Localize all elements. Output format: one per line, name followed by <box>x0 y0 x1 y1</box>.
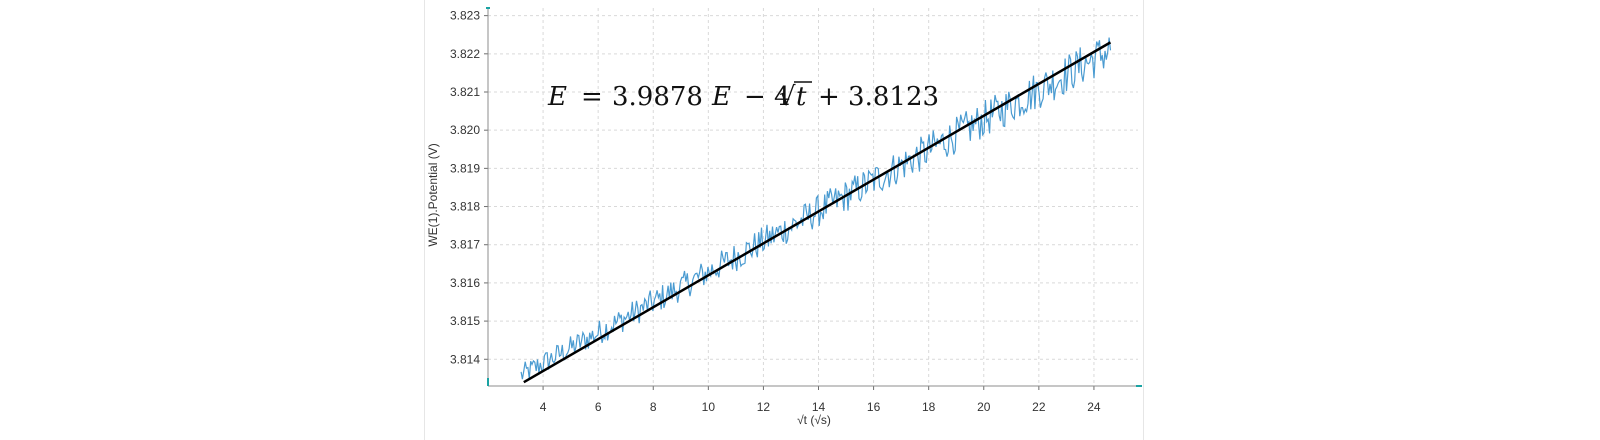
x-tick-label: 20 <box>977 400 991 414</box>
y-tick-label: 3.823 <box>450 9 480 23</box>
equation-E2: E <box>711 82 731 112</box>
x-axis-label: √t (√s) <box>797 413 831 427</box>
grid <box>488 8 1138 386</box>
equation-t: t <box>796 82 807 112</box>
x-tick-label: 14 <box>812 400 826 414</box>
x-tick-label: 12 <box>757 400 771 414</box>
y-tick-label: 3.820 <box>450 123 480 137</box>
x-tick-label: 6 <box>595 400 602 414</box>
linear-fit-line <box>523 41 1112 384</box>
y-tick-label: 3.822 <box>450 47 480 61</box>
y-tick-label: 3.819 <box>450 161 480 175</box>
x-tick-label: 8 <box>650 400 657 414</box>
measured-potential-line <box>520 37 1112 380</box>
figure-border <box>424 0 1144 440</box>
chart-figure <box>424 0 1144 440</box>
x-tick-label: 10 <box>702 400 716 414</box>
y-tick-label: 3.815 <box>450 314 480 328</box>
series <box>520 37 1112 384</box>
equation-sqrt: √ <box>779 82 796 112</box>
equation-plus-intercept: + 3.8123 <box>818 82 939 112</box>
y-axis-label: WE(1).Potential (V) <box>426 143 440 246</box>
y-tick-label: 3.814 <box>450 352 480 366</box>
x-tick-label: 18 <box>922 400 936 414</box>
y-tick-label: 3.818 <box>450 200 480 214</box>
equation-minus-four: − 4 <box>744 82 791 112</box>
x-tick-label: 22 <box>1032 400 1046 414</box>
y-tick-label: 3.821 <box>450 85 480 99</box>
equation-equals: = <box>581 82 603 112</box>
x-tick-label: 24 <box>1087 400 1101 414</box>
x-tick-label: 16 <box>867 400 881 414</box>
axes: 4 6 8 10 12 14 16 18 20 22 24 3.814 3.815 3.816 3.817 3… <box>450 7 1142 414</box>
x-tick-label: 4 <box>540 400 547 414</box>
y-tick-label: 3.816 <box>450 276 480 290</box>
fit-equation: E = 3.9878 E − 4 √ t + 3.8123 <box>547 81 939 112</box>
y-tick-label: 3.817 <box>450 238 480 252</box>
equation-slope: 3.9878 <box>612 82 703 112</box>
equation-E: E <box>547 82 567 112</box>
